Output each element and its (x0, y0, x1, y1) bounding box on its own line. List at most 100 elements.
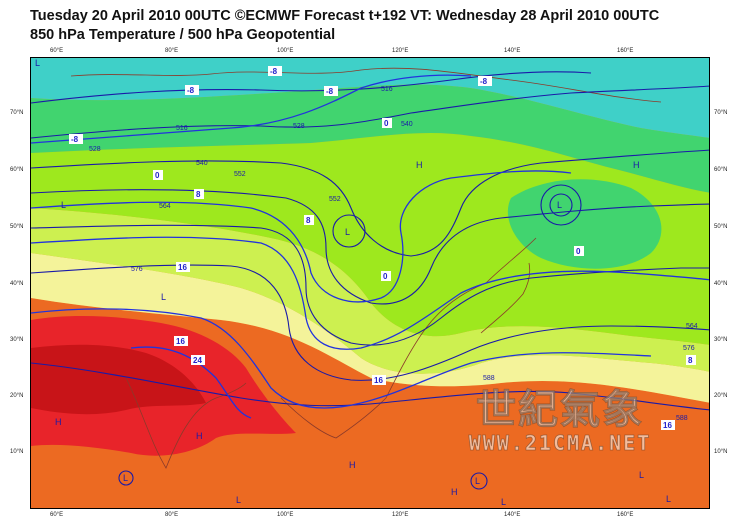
weather-map: 516 528 540 552 564 576 588 516 528 540 … (30, 57, 710, 509)
contour-564 (31, 224, 709, 346)
temp-label-box (686, 355, 696, 365)
temp-label-box (174, 336, 188, 346)
top-tick-140e: 140°E (504, 48, 521, 54)
pressure-centers: L H L L L H L H H L L H L H L L L (35, 58, 671, 507)
right-tick-70n: 70°N (714, 110, 728, 116)
temp-label-24: 24 (193, 356, 202, 365)
weather-map-canvas: 516 528 540 552 564 576 588 516 528 540 … (31, 58, 709, 508)
top-tick-60e: 60°E (50, 48, 64, 54)
contour-588 (31, 362, 709, 411)
temp-label-box (185, 85, 199, 95)
temperature-labels: -8 -8 -8 -8 -8 0 0 0 0 8 8 8 16 16 16 24… (69, 66, 696, 430)
temp-label-box (304, 215, 314, 225)
left-tick-20n: 20°N (10, 393, 24, 399)
geopotential-label-516-b: 516 (176, 125, 188, 132)
center-l-arctic-w: L (35, 58, 40, 68)
coastline-arctic (70, 67, 662, 103)
geopotential-label-564: 564 (159, 203, 171, 210)
center-h-manchuria-n: H (416, 160, 423, 170)
coastline-india (125, 377, 247, 469)
contour-540 (31, 149, 709, 257)
geopotential-label-552: 552 (234, 171, 246, 178)
contour-576 (31, 264, 709, 381)
temp-band-pale-yellow (31, 253, 709, 403)
geopotential-label-540: 540 (401, 121, 413, 128)
geopotential-label-564-b: 564 (686, 323, 698, 330)
temp-band-cyan (31, 58, 709, 138)
map-subtitle: 850 hPa Temperature / 500 hPa Geopotenti… (30, 27, 336, 43)
center-l-pacific: L (475, 476, 480, 486)
top-tick-120e: 120°E (392, 48, 409, 54)
temp-label-0-d: 0 (576, 247, 581, 256)
isotherms (31, 74, 709, 419)
bottom-tick-160e: 160°E (617, 512, 634, 518)
center-l-tibet: L (161, 292, 166, 302)
geopotential-contours (31, 71, 709, 490)
right-tick-50n: 50°N (714, 224, 728, 230)
temp-label-box (372, 375, 386, 385)
low-contour-indian-ocean (118, 470, 134, 486)
temp-label-box (381, 271, 391, 281)
coastline-east-asia (280, 237, 537, 439)
contour-528 (31, 85, 709, 139)
temp-label-16-c: 16 (374, 376, 383, 385)
temp-label-box (194, 189, 204, 199)
center-h-pacific-s: H (451, 487, 458, 497)
center-h-india: H (196, 431, 203, 441)
left-tick-30n: 30°N (10, 337, 24, 343)
temp-label-8-b: 8 (306, 216, 311, 225)
center-l-far-east: L (639, 470, 644, 480)
temp-label-minus8-d: -8 (326, 87, 334, 96)
temp-label-0-b: 0 (384, 119, 389, 128)
right-tick-30n: 30°N (714, 337, 728, 343)
bottom-tick-60e: 60°E (50, 512, 64, 518)
low-contour-okhotsk-inner (549, 193, 573, 217)
temp-label-box (574, 246, 584, 256)
temp-label-box (191, 355, 205, 365)
temp-label-8-c: 8 (688, 356, 693, 365)
isotherm-8 (31, 236, 709, 350)
temp-label-0-c: 0 (383, 272, 388, 281)
top-tick-160e: 160°E (617, 48, 634, 54)
center-l-south: L (501, 497, 506, 507)
temp-band-green (31, 84, 709, 193)
center-l-manchuria: L (345, 227, 350, 237)
right-tick-40n: 40°N (714, 281, 728, 287)
geopotential-label-516: 516 (381, 86, 393, 93)
isotherm-0 (31, 170, 572, 303)
temp-label-minus8-a: -8 (270, 67, 278, 76)
isotherm-minus8 (31, 74, 472, 144)
right-tick-10n: 10°N (714, 449, 728, 455)
temp-band-green-okhotsk (507, 179, 662, 269)
low-contour-okhotsk (540, 184, 582, 226)
geopotential-label-528: 528 (293, 123, 305, 130)
temp-label-box (153, 170, 163, 180)
left-tick-50n: 50°N (10, 224, 24, 230)
temp-label-16-b: 16 (176, 337, 185, 346)
geopotential-label-576: 576 (131, 266, 143, 273)
temp-label-box (268, 66, 282, 76)
map-title: Tuesday 20 April 2010 00UTC ©ECMWF Forec… (30, 8, 660, 24)
temp-band-dark-red (31, 344, 206, 415)
site-watermark: 世紀氣象 WWW.21CMA.NET (445, 387, 675, 455)
left-tick-70n: 70°N (10, 110, 24, 116)
contour-552 (31, 189, 709, 305)
bottom-tick-80e: 80°E (165, 512, 179, 518)
geopotential-label-528-b: 528 (89, 146, 101, 153)
top-tick-100e: 100°E (277, 48, 294, 54)
temp-label-box (324, 86, 338, 96)
left-tick-40n: 40°N (10, 281, 24, 287)
watermark-title: 世紀氣象 (476, 387, 644, 433)
center-l-bay-bengal: L (236, 495, 241, 505)
temp-label-minus8-c: -8 (71, 135, 79, 144)
bottom-tick-140e: 140°E (504, 512, 521, 518)
center-h-malaysia: H (349, 460, 356, 470)
isotherm-16 (31, 308, 652, 409)
temp-label-box (176, 262, 190, 272)
center-l-east: L (666, 494, 671, 504)
temp-label-8-a: 8 (196, 190, 201, 199)
temp-label-0-a: 0 (155, 171, 160, 180)
coastline-japan (480, 262, 531, 334)
low-contour-manchuria (332, 214, 366, 248)
left-tick-60n: 60°N (10, 167, 24, 173)
